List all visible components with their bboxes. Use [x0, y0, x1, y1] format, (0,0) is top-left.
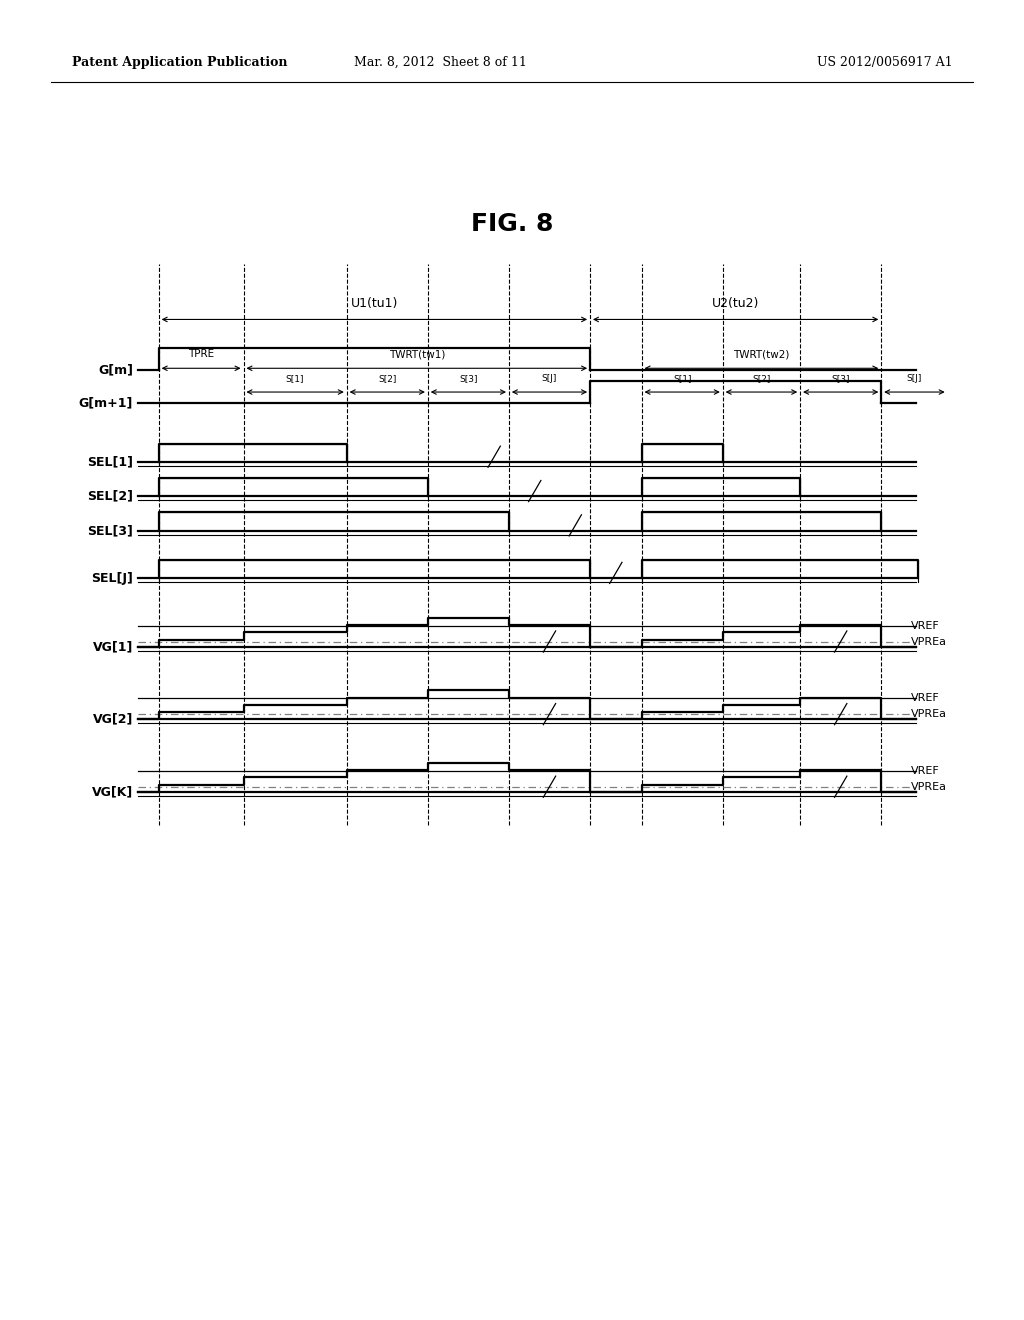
Text: S[J]: S[J] [542, 374, 557, 383]
Text: Mar. 8, 2012  Sheet 8 of 11: Mar. 8, 2012 Sheet 8 of 11 [354, 55, 526, 69]
Text: VG[2]: VG[2] [93, 713, 133, 726]
Text: SEL[J]: SEL[J] [91, 572, 133, 585]
Text: TWRT(tw2): TWRT(tw2) [733, 348, 790, 359]
Text: SEL[3]: SEL[3] [87, 524, 133, 537]
Text: S[2]: S[2] [378, 374, 396, 383]
Text: S[1]: S[1] [286, 374, 304, 383]
Text: VG[1]: VG[1] [93, 640, 133, 653]
Text: S[J]: S[J] [906, 374, 923, 383]
Text: TWRT(tw1): TWRT(tw1) [388, 348, 445, 359]
Text: S[3]: S[3] [831, 374, 850, 383]
Text: TPRE: TPRE [188, 348, 214, 359]
Text: FIG. 8: FIG. 8 [471, 213, 553, 236]
Text: VREF: VREF [911, 766, 940, 776]
Text: G[m]: G[m] [98, 363, 133, 376]
Text: G[m+1]: G[m+1] [79, 396, 133, 409]
Text: Patent Application Publication: Patent Application Publication [72, 55, 287, 69]
Text: S[2]: S[2] [753, 374, 771, 383]
Text: SEL[1]: SEL[1] [87, 455, 133, 469]
Text: VPREa: VPREa [911, 709, 947, 719]
Text: VG[K]: VG[K] [92, 785, 133, 799]
Text: VPREa: VPREa [911, 636, 947, 647]
Text: U1(tu1): U1(tu1) [350, 297, 398, 310]
Text: VREF: VREF [911, 693, 940, 704]
Text: VPREa: VPREa [911, 781, 947, 792]
Text: S[3]: S[3] [459, 374, 477, 383]
Text: VREF: VREF [911, 620, 940, 631]
Text: SEL[2]: SEL[2] [87, 490, 133, 503]
Text: S[1]: S[1] [673, 374, 691, 383]
Text: US 2012/0056917 A1: US 2012/0056917 A1 [817, 55, 952, 69]
Text: U2(tu2): U2(tu2) [712, 297, 760, 310]
